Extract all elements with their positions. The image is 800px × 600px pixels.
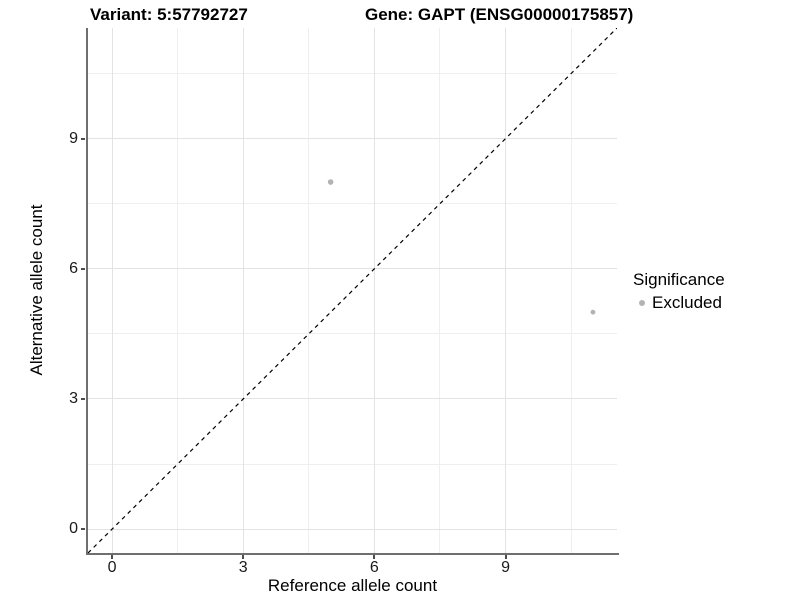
x-tick-mark	[111, 555, 114, 559]
y-gridline-minor	[88, 203, 617, 205]
y-gridline-major	[88, 268, 617, 270]
y-tick-mark	[81, 397, 85, 400]
y-gridline-major	[88, 138, 617, 140]
x-gridline-minor	[308, 28, 310, 553]
x-tick-mark	[504, 555, 507, 559]
y-axis-title: Alternative allele count	[27, 204, 46, 376]
y-tick-label: 3	[69, 389, 78, 407]
x-tick-mark	[242, 555, 245, 559]
x-gridline-major	[242, 28, 244, 553]
x-tick-label: 3	[238, 559, 248, 576]
x-gridline-minor	[177, 28, 179, 553]
identity-dashed-line	[88, 28, 617, 553]
x-tick-label: 0	[107, 559, 117, 576]
y-gridline-minor	[88, 73, 617, 75]
plot-title-gene: Gene: GAPT (ENSG00000175857)	[365, 5, 634, 24]
x-gridline-minor	[570, 28, 572, 553]
y-gridline-major	[88, 528, 617, 530]
x-tick-label: 9	[501, 559, 510, 576]
y-tick-label: 6	[69, 259, 78, 277]
y-tick-mark	[81, 267, 85, 270]
legend-title: Significance	[633, 270, 725, 289]
legend-entry-excluded: Excluded	[633, 293, 725, 313]
plot-canvas	[88, 28, 617, 553]
x-tick-label: 6	[369, 559, 379, 576]
y-axis-line	[86, 28, 88, 555]
plot-title-variant: Variant: 5:57792727	[90, 5, 248, 24]
y-tick-label: 0	[69, 520, 78, 538]
data-point-excluded	[590, 309, 596, 315]
y-tick-mark	[81, 528, 85, 531]
x-tick-mark	[373, 555, 376, 559]
x-gridline-minor	[439, 28, 441, 553]
y-gridline-major	[88, 398, 617, 400]
legend: Significance Excluded	[633, 269, 725, 313]
x-axis-line	[86, 553, 619, 555]
legend-point-icon	[639, 300, 645, 306]
x-gridline-major	[111, 28, 113, 553]
y-tick-label: 9	[69, 129, 78, 147]
legend-entry-label: Excluded	[652, 293, 722, 312]
y-gridline-minor	[88, 333, 617, 335]
y-tick-mark	[81, 137, 85, 140]
x-axis-title: Reference allele count	[267, 576, 438, 595]
x-gridline-major	[505, 28, 507, 553]
data-point-excluded	[327, 179, 334, 185]
plot-panel	[88, 28, 617, 553]
y-gridline-minor	[88, 463, 617, 465]
x-gridline-major	[373, 28, 375, 553]
